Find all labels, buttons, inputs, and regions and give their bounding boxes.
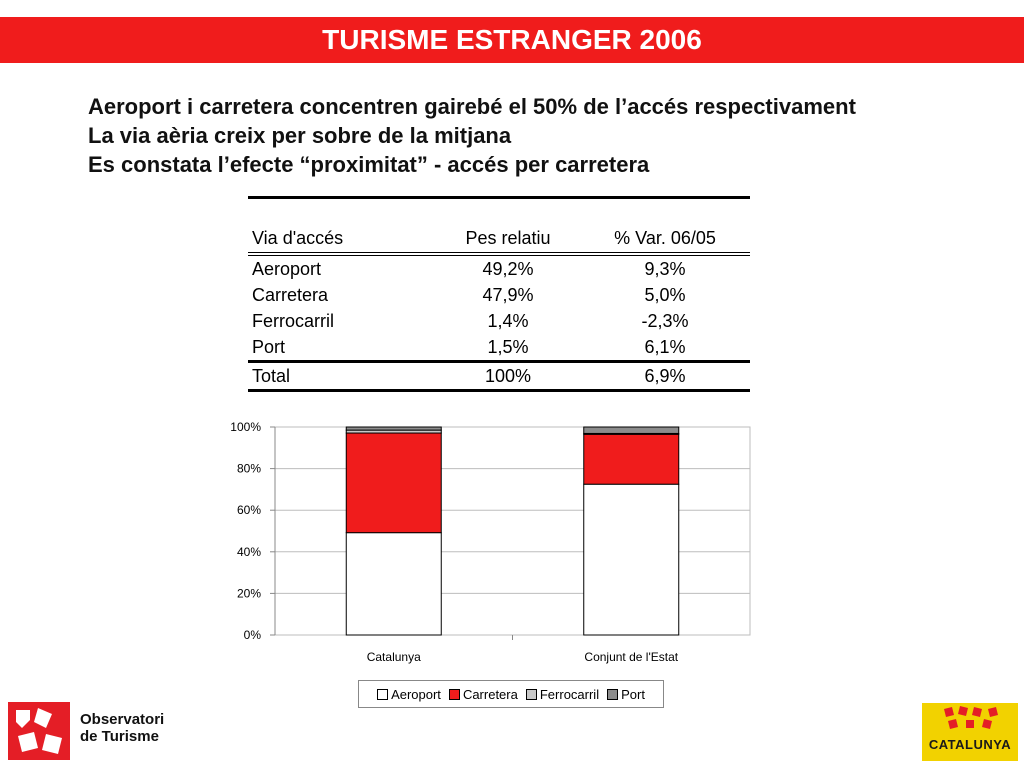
y-tick-label: 60% [237, 503, 261, 517]
x-tick-label: Conjunt de l'Estat [584, 650, 678, 664]
y-tick-label: 20% [237, 586, 261, 600]
table-cell: Port [252, 337, 286, 357]
table-cell: 100% [436, 360, 581, 392]
y-tick-label: 0% [244, 628, 262, 642]
bar-segment [345, 432, 442, 534]
table-cell: 6,9% [580, 360, 750, 392]
table-cell: 47,9% [482, 285, 534, 305]
legend-label: Carretera [462, 686, 518, 702]
column-header: Via d'accés [248, 196, 436, 256]
bar-segment [583, 433, 680, 485]
table-cell: 1,5% [487, 337, 529, 357]
observatori-logo-text: Observatori de Turisme [80, 711, 164, 745]
y-tick-label: 100% [230, 420, 261, 434]
legend-swatch [607, 688, 619, 700]
table-row: Ferrocarril 1,4% -2,3% [248, 308, 750, 334]
table-total-row: Total 100% 6,9% [248, 360, 750, 392]
legend-label: Aeroport [391, 686, 441, 702]
column-header: % Var. 06/05 [580, 196, 750, 256]
bar-segment [583, 483, 680, 636]
table-cell: 49,2% [482, 259, 534, 279]
table-row: Port 1,5% 6,1% [248, 334, 750, 362]
access-table: Via d'accés Pes relatiu % Var. 06/05 Aer… [248, 196, 750, 392]
table-cell: 1,4% [487, 311, 529, 331]
bar-segment [345, 532, 442, 636]
catalunya-mark-icon [944, 706, 998, 729]
legend-label: Ferrocarril [539, 686, 600, 702]
y-tick-label: 80% [237, 462, 261, 476]
table-cell: 5,0% [644, 285, 686, 305]
catalunya-logo-text: CATALUNYA [928, 737, 1012, 752]
logo-line: Observatori [80, 711, 165, 728]
legend-item: Ferrocarril [525, 686, 600, 702]
bar-segment [345, 426, 442, 431]
chart-legend: Aeroport Carretera Ferrocarril Port [358, 680, 664, 708]
logo-line: de Turisme [80, 728, 159, 745]
x-tick-label: Catalunya [367, 650, 421, 664]
y-tick-label: 40% [237, 545, 261, 559]
bar-segment [583, 426, 680, 434]
legend-label: Port [621, 686, 645, 702]
stacked-bar-chart: 0% 20% 40% 60% 80% 100% Catalunya Conjunt de l'… [230, 420, 751, 664]
table-cell: Ferrocarril [252, 311, 335, 331]
legend-swatch [377, 688, 389, 700]
bullet-text: La via aèria creix per sobre de la mitja… [88, 123, 512, 148]
table-cell: Total [248, 360, 436, 392]
table-row: Carretera 47,9% 5,0% [248, 282, 750, 308]
column-header: Pes relatiu [436, 196, 581, 256]
legend-item: Port [607, 687, 645, 702]
table-header-row: Via d'accés Pes relatiu % Var. 06/05 [248, 196, 750, 256]
legend-item: Aeroport [377, 687, 441, 702]
observatori-logo-icon [8, 702, 70, 760]
table-cell: -2,3% [641, 311, 689, 331]
bullet-text: Es constata l’efecte “proximitat” - accé… [88, 152, 650, 177]
bullet-list: Aeroport i carretera concentren gairebé … [88, 92, 1008, 179]
page-title: TURISME ESTRANGER 2006 [0, 17, 1024, 63]
table-cell: Aeroport [252, 259, 322, 279]
bullet-text: Aeroport i carretera concentren gairebé … [88, 94, 856, 119]
table-row: Aeroport 49,2% 9,3% [248, 254, 750, 282]
table-cell: Carretera [252, 285, 329, 305]
catalunya-logo: CATALUNYA [922, 703, 1018, 761]
table-cell: 9,3% [644, 259, 686, 279]
table-cell: 6,1% [644, 337, 686, 357]
legend-swatch [525, 688, 537, 700]
legend-swatch [448, 688, 460, 700]
legend-item: Carretera [448, 686, 518, 702]
